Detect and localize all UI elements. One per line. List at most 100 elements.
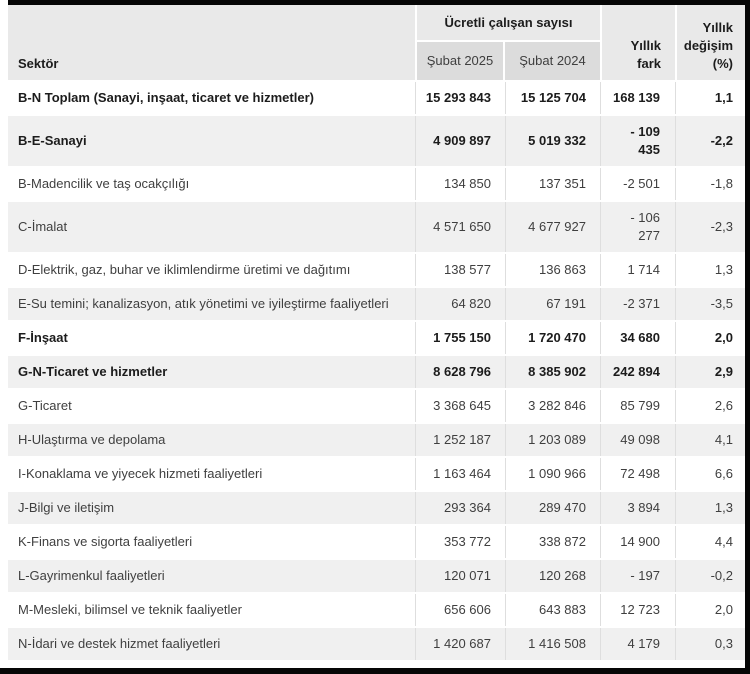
sector-cell: C-İmalat <box>18 219 68 234</box>
table-row: B-E-Sanayi 4 909 897 5 019 332 - 109 435… <box>8 114 745 166</box>
sector-cell: G-N-Ticaret ve hizmetler <box>18 364 168 379</box>
column-header-sector-label: Sektör <box>18 56 59 71</box>
yearly-change-cell: 4,4 <box>675 526 745 558</box>
value-2024-cell: 4 677 927 <box>505 202 600 252</box>
value-2025-cell: 3 368 645 <box>415 390 505 422</box>
yearly-change-cell: 1,1 <box>675 82 745 114</box>
value-2024-cell: 338 872 <box>505 526 600 558</box>
column-group-header: Ücretli çalışan sayısı <box>417 5 600 42</box>
yearly-diff-cell: 4 179 <box>600 628 675 660</box>
yearly-diff-cell: - 106 277 <box>600 202 675 252</box>
sector-cell: D-Elektrik, gaz, buhar ve iklimlendirme … <box>18 262 351 277</box>
sector-cell: B-N Toplam (Sanayi, inşaat, ticaret ve h… <box>18 90 314 105</box>
value-2024-cell: 15 125 704 <box>505 82 600 114</box>
value-2024-cell: 3 282 846 <box>505 390 600 422</box>
sector-cell: N-İdari ve destek hizmet faaliyetleri <box>18 636 221 651</box>
yearly-change-cell: 2,6 <box>675 390 745 422</box>
table-row: E-Su temini; kanalizasyon, atık yönetimi… <box>8 286 745 320</box>
yearly-diff-cell: 1 714 <box>600 254 675 286</box>
sector-cell: K-Finans ve sigorta faaliyetleri <box>18 534 193 549</box>
value-2025-cell: 4 571 650 <box>415 202 505 252</box>
column-group-zone: Ücretli çalışan sayısı Şubat 2025 Şubat … <box>415 5 600 80</box>
value-2025-cell: 293 364 <box>415 492 505 524</box>
value-2024-cell: 137 351 <box>505 168 600 200</box>
subheader-row: Şubat 2025 Şubat 2024 <box>417 42 600 80</box>
value-2025-cell: 138 577 <box>415 254 505 286</box>
sector-cell: B-Madencilik ve taş ocakçılığı <box>18 176 190 191</box>
yearly-diff-cell: - 197 <box>600 560 675 592</box>
column-header-subat-2025-label: Şubat 2025 <box>426 53 494 68</box>
table-row: N-İdari ve destek hizmet faaliyetleri 1 … <box>8 626 745 660</box>
column-header-yillik-degisim: Yıllık değişim (%) <box>675 5 745 80</box>
column-header-yillik-degisim-label: Yıllık değişim (%) <box>683 20 733 71</box>
yearly-change-cell: -2,2 <box>675 116 745 166</box>
value-2025-cell: 1 252 187 <box>415 424 505 456</box>
yearly-diff-cell: -2 501 <box>600 168 675 200</box>
yearly-change-cell: 1,3 <box>675 254 745 286</box>
yearly-change-cell: 2,0 <box>675 322 745 354</box>
column-header-subat-2024: Şubat 2024 <box>505 42 600 80</box>
table-body: B-N Toplam (Sanayi, inşaat, ticaret ve h… <box>8 80 745 660</box>
value-2024-cell: 289 470 <box>505 492 600 524</box>
table-row: C-İmalat 4 571 650 4 677 927 - 106 277 -… <box>8 200 745 252</box>
yearly-diff-cell: -2 371 <box>600 288 675 320</box>
yearly-diff-cell: 242 894 <box>600 356 675 388</box>
table-row: K-Finans ve sigorta faaliyetleri 353 772… <box>8 524 745 558</box>
table-row: G-N-Ticaret ve hizmetler 8 628 796 8 385… <box>8 354 745 388</box>
sector-cell: J-Bilgi ve iletişim <box>18 500 115 515</box>
bottom-border-bar <box>0 668 750 674</box>
value-2024-cell: 67 191 <box>505 288 600 320</box>
yearly-change-cell: 6,6 <box>675 458 745 490</box>
yearly-change-cell: -3,5 <box>675 288 745 320</box>
table-row: L-Gayrimenkul faaliyetleri 120 071 120 2… <box>8 558 745 592</box>
sector-cell: M-Mesleki, bilimsel ve teknik faaliyetle… <box>18 602 242 617</box>
sector-cell: H-Ulaştırma ve depolama <box>18 432 166 447</box>
yearly-diff-cell: 85 799 <box>600 390 675 422</box>
yearly-diff-cell: 168 139 <box>600 82 675 114</box>
yearly-change-cell: 0,3 <box>675 628 745 660</box>
value-2025-cell: 1 163 464 <box>415 458 505 490</box>
yearly-change-cell: -1,8 <box>675 168 745 200</box>
column-header-sector: Sektör <box>8 5 415 80</box>
sector-cell: I-Konaklama ve yiyecek hizmeti faaliyetl… <box>18 466 263 481</box>
value-2024-cell: 643 883 <box>505 594 600 626</box>
value-2025-cell: 120 071 <box>415 560 505 592</box>
value-2025-cell: 656 606 <box>415 594 505 626</box>
table-row: B-Madencilik ve taş ocakçılığı 134 850 1… <box>8 166 745 200</box>
value-2024-cell: 1 720 470 <box>505 322 600 354</box>
sector-cell: L-Gayrimenkul faaliyetleri <box>18 568 165 583</box>
value-2024-cell: 1 090 966 <box>505 458 600 490</box>
table-row: F-İnşaat 1 755 150 1 720 470 34 680 2,0 <box>8 320 745 354</box>
value-2025-cell: 1 420 687 <box>415 628 505 660</box>
table-header: Sektör Ücretli çalışan sayısı Şubat 2025… <box>8 5 745 80</box>
column-header-yillik-fark: Yıllık fark <box>600 5 675 80</box>
sector-cell: F-İnşaat <box>18 330 68 345</box>
top-border-bar <box>8 0 750 5</box>
yearly-diff-cell: - 109 435 <box>600 116 675 166</box>
statistics-table: Sektör Ücretli çalışan sayısı Şubat 2025… <box>8 5 745 660</box>
yearly-change-cell: 2,0 <box>675 594 745 626</box>
yearly-change-cell: 4,1 <box>675 424 745 456</box>
table-row: G-Ticaret 3 368 645 3 282 846 85 799 2,6 <box>8 388 745 422</box>
value-2025-cell: 134 850 <box>415 168 505 200</box>
value-2025-cell: 64 820 <box>415 288 505 320</box>
value-2025-cell: 4 909 897 <box>415 116 505 166</box>
sector-cell: G-Ticaret <box>18 398 72 413</box>
table-row: D-Elektrik, gaz, buhar ve iklimlendirme … <box>8 252 745 286</box>
sector-cell: B-E-Sanayi <box>18 133 87 148</box>
yearly-change-cell: 1,3 <box>675 492 745 524</box>
yearly-diff-cell: 34 680 <box>600 322 675 354</box>
value-2025-cell: 353 772 <box>415 526 505 558</box>
value-2024-cell: 1 416 508 <box>505 628 600 660</box>
yearly-change-cell: 2,9 <box>675 356 745 388</box>
value-2024-cell: 136 863 <box>505 254 600 286</box>
column-header-subat-2025: Şubat 2025 <box>417 42 505 80</box>
value-2024-cell: 1 203 089 <box>505 424 600 456</box>
value-2024-cell: 8 385 902 <box>505 356 600 388</box>
value-2025-cell: 15 293 843 <box>415 82 505 114</box>
yearly-diff-cell: 72 498 <box>600 458 675 490</box>
yearly-diff-cell: 14 900 <box>600 526 675 558</box>
table-row: J-Bilgi ve iletişim 293 364 289 470 3 89… <box>8 490 745 524</box>
value-2025-cell: 8 628 796 <box>415 356 505 388</box>
